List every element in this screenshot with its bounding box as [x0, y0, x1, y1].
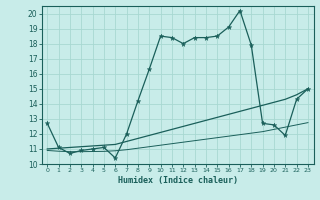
X-axis label: Humidex (Indice chaleur): Humidex (Indice chaleur)	[118, 176, 237, 185]
